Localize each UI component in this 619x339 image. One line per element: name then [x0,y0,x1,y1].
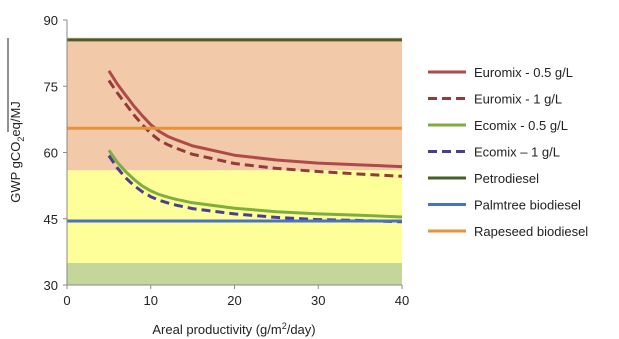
band-0 [67,262,402,285]
legend: Euromix - 0.5 g/L Euromix - 1 g/L Ecomix -… [428,65,588,239]
y-axis-title: GWP gCO2eq/MJ [8,101,26,203]
legend-label-palmtree-biodiesel: Palmtree biodiesel [474,198,581,213]
series-line-ecomix-1-g-l [107,154,403,224]
background-bands [67,37,402,285]
x-tick-label: 40 [395,293,409,308]
x-axis-title: Areal productivity (g/m2/day) [152,321,315,337]
y-tick-label: 30 [44,278,58,293]
legend-label-ecomix-1-g-l: Ecomix – 1 g/L [474,145,560,160]
series-line-ecomix-0-5-g-l [107,149,403,219]
series-lines [67,38,403,224]
legend-label-euromix-0-5-g-l: Euromix - 0.5 g/L [474,65,573,80]
x-tick-label: 20 [227,293,241,308]
band-1 [67,170,402,263]
ticks: 30 45 60 75 90 0 10 20 30 40 [44,13,410,308]
x-tick-label: 30 [311,293,325,308]
x-tick-label: 0 [63,293,70,308]
band-2 [67,37,402,171]
legend-label-petrodiesel: Petrodiesel [474,171,539,186]
legend-label-rapeseed-biodiesel: Rapeseed biodiesel [474,224,588,239]
series-line-euromix-1-g-l [107,79,403,178]
y-tick-label: 75 [44,79,58,94]
y-tick-label: 90 [44,13,58,28]
y-tick-label: 60 [44,146,58,161]
x-tick-label: 10 [144,293,158,308]
series-line-euromix-0-5-g-l [107,69,403,169]
legend-label-euromix-1-g-l: Euromix - 1 g/L [474,92,562,107]
y-tick-label: 45 [44,212,58,227]
legend-label-ecomix-0-5-g-l: Ecomix - 0.5 g/L [474,118,568,133]
